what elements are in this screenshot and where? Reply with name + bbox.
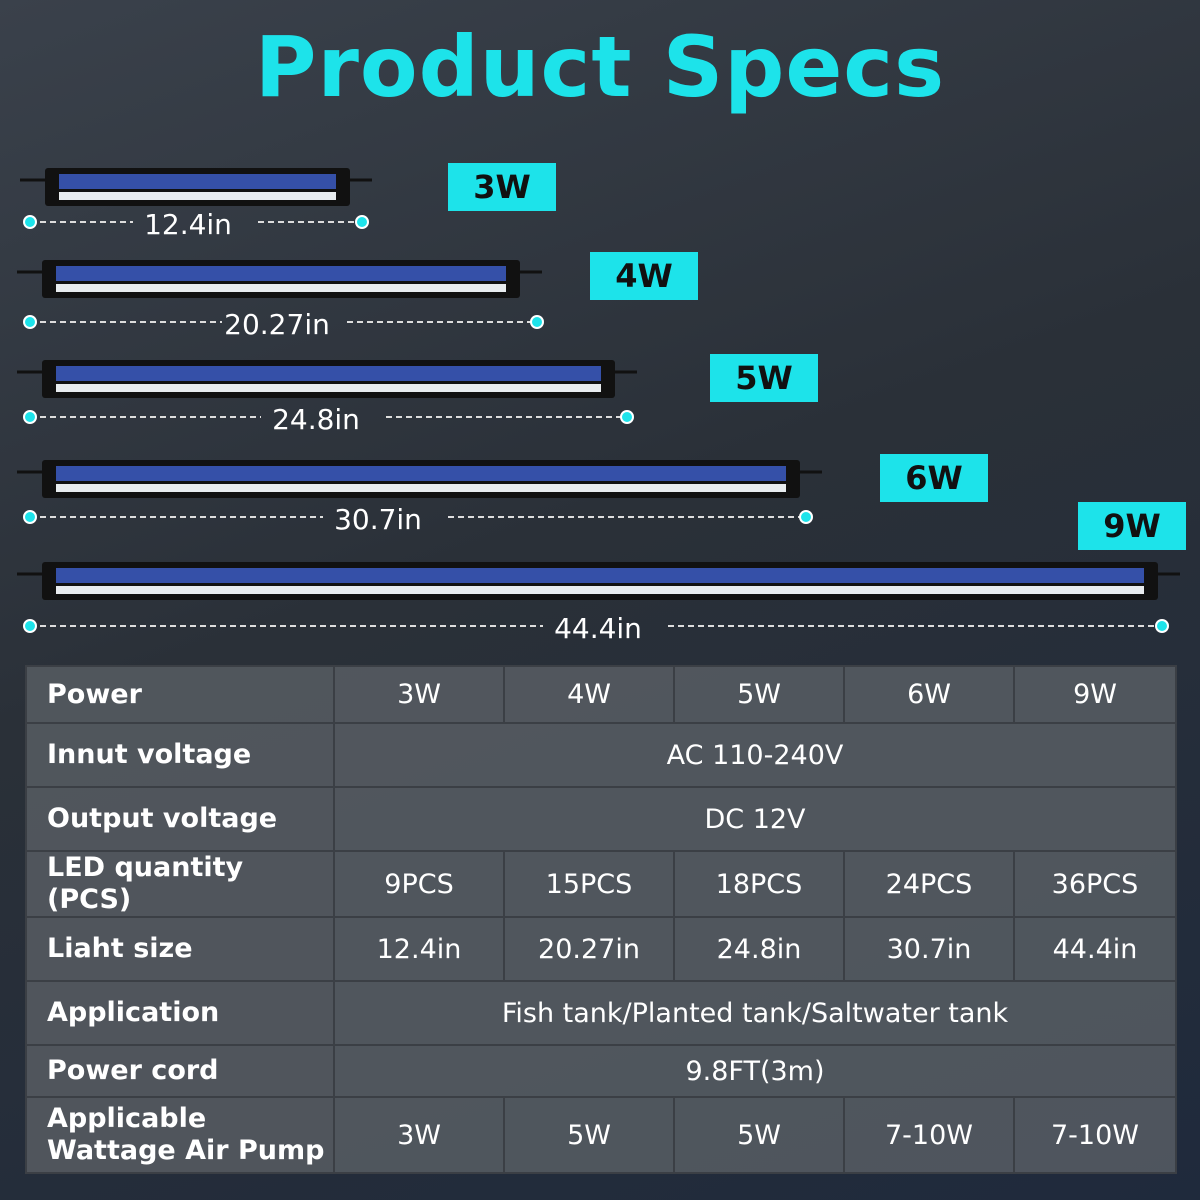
dim-dot — [23, 510, 37, 524]
table-row: Liaht size 12.4in 20.27in 24.8in 30.7in 44.4i… — [25, 916, 1177, 982]
bar-led — [56, 384, 601, 392]
row-label: Application — [25, 980, 335, 1046]
dim-dot — [23, 215, 37, 229]
table-row: Output voltage DC 12V — [25, 786, 1177, 852]
light-bars: 3W 12.4in 4W 20.27in 5W 24.8in 6W 30.7in 9W 44.4i… — [17, 163, 1186, 645]
watt-label: 9W — [1103, 507, 1161, 545]
table-row: Power cord 9.8FT(3m) — [25, 1044, 1177, 1098]
table-row: Application Fish tank/Planted tank/Saltwa… — [25, 980, 1177, 1046]
cell: 7-10W — [843, 1096, 1015, 1174]
cell: 9.8FT(3m) — [333, 1044, 1177, 1098]
cell: 9PCS — [333, 850, 505, 918]
dim-dot — [530, 315, 544, 329]
cell: 6W — [843, 665, 1015, 724]
cell: 5W — [673, 665, 845, 724]
cell: 7-10W — [1013, 1096, 1177, 1174]
watt-label: 6W — [905, 459, 963, 497]
bar-blue — [56, 366, 601, 381]
dim-dot — [355, 215, 369, 229]
row-label: Applicable Wattage Air Pump — [25, 1096, 335, 1174]
table-row: Applicable Wattage Air Pump 3W 5W 5W 7-10W 7-… — [25, 1096, 1177, 1174]
bar-led — [56, 484, 786, 492]
cell: 24.8in — [673, 916, 845, 982]
length-label: 44.4in — [554, 612, 642, 645]
watt-label: 3W — [473, 168, 531, 206]
length-label: 12.4in — [144, 208, 232, 241]
watt-label: 4W — [615, 257, 673, 295]
cell: 3W — [333, 665, 505, 724]
cell: 36PCS — [1013, 850, 1177, 918]
cell: 20.27in — [503, 916, 675, 982]
bar-blue — [56, 266, 506, 281]
spec-table: Power 3W 4W 5W 6W 9W Innut voltage AC 110-240V O… — [25, 665, 1177, 1174]
cell: 15PCS — [503, 850, 675, 918]
title: Product Specs — [254, 18, 946, 116]
length-label: 30.7in — [334, 503, 422, 536]
dim-dot — [23, 619, 37, 633]
cell: 9W — [1013, 665, 1177, 724]
table-row: Power 3W 4W 5W 6W 9W — [25, 665, 1177, 724]
watt-box — [1078, 502, 1186, 550]
dim-dot — [23, 410, 37, 424]
row-label: Power cord — [25, 1044, 335, 1098]
cell: 30.7in — [843, 916, 1015, 982]
cell: 4W — [503, 665, 675, 724]
dim-dot — [23, 315, 37, 329]
watt-box — [710, 354, 818, 402]
cell: AC 110-240V — [333, 722, 1177, 788]
bar-blue — [56, 466, 786, 481]
cell: 3W — [333, 1096, 505, 1174]
length-label: 20.27in — [224, 308, 330, 341]
table-row: LED quantity (PCS) 9PCS 15PCS 18PCS 24PCS 36P… — [25, 850, 1177, 918]
cell: 44.4in — [1013, 916, 1177, 982]
dim-dot — [799, 510, 813, 524]
bar-blue — [59, 174, 336, 189]
row-label: Innut voltage — [25, 722, 335, 788]
bar-led — [56, 586, 1144, 594]
watt-box — [590, 252, 698, 300]
bar-blue — [56, 568, 1144, 583]
dim-dot — [1155, 619, 1169, 633]
dim-dot — [620, 410, 634, 424]
bar-led — [56, 284, 506, 292]
cell: DC 12V — [333, 786, 1177, 852]
row-label: LED quantity (PCS) — [25, 850, 335, 918]
table-row: Innut voltage AC 110-240V — [25, 722, 1177, 788]
cell: 18PCS — [673, 850, 845, 918]
row-label: Liaht size — [25, 916, 335, 982]
row-label: Power — [25, 665, 335, 724]
cell: 5W — [503, 1096, 675, 1174]
watt-label: 5W — [735, 359, 793, 397]
cell: Fish tank/Planted tank/Saltwater tank — [333, 980, 1177, 1046]
watt-box — [880, 454, 988, 502]
row-label: Output voltage — [25, 786, 335, 852]
cell: 5W — [673, 1096, 845, 1174]
length-label: 24.8in — [272, 403, 360, 436]
bar-led — [59, 192, 336, 200]
cell: 12.4in — [333, 916, 505, 982]
cell: 24PCS — [843, 850, 1015, 918]
watt-box — [448, 163, 556, 211]
